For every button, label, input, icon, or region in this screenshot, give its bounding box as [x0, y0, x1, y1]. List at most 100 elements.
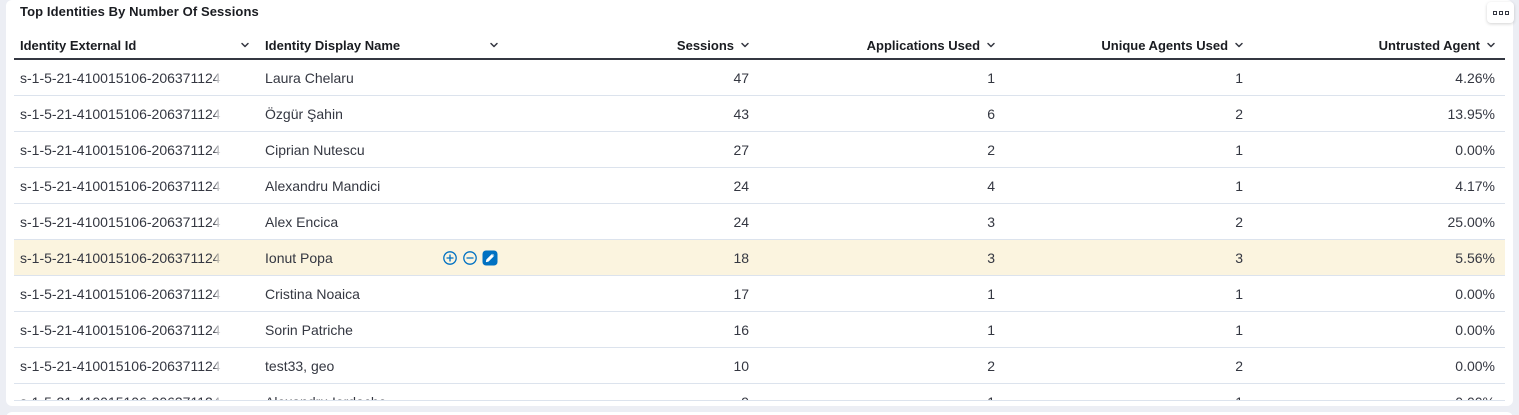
cell-applications-used: 3	[987, 213, 996, 230]
table-body: s-1-5-21-410015106-206371124 Laura Chela…	[14, 60, 1505, 401]
cell-untrusted-agent: 0.00%	[1455, 321, 1495, 338]
cell-identity-display-name: Alexandru Iordache	[259, 384, 508, 401]
cell-sessions: 27	[733, 141, 750, 158]
chevron-down-icon[interactable]	[488, 39, 500, 51]
panel: Top Identities By Number Of Sessions Ide…	[6, 0, 1513, 406]
cell-identity-display-name: test33, geo	[265, 357, 335, 374]
cell-untrusted-agent: 0.00%	[1455, 141, 1495, 158]
chevron-down-icon[interactable]	[739, 39, 751, 51]
cell-sessions: 47	[733, 69, 750, 86]
cell-untrusted-agent: 0.00%	[1455, 285, 1495, 302]
column-header-identity-display-name[interactable]: Identity Display Name	[259, 32, 508, 58]
cell-identity-display-name: Ciprian Nutescu	[265, 141, 365, 158]
cell-identity-display-name: Sorin Patriche	[265, 321, 353, 338]
cell-identity-external-id: s-1-5-21-410015106-206371124	[20, 105, 221, 122]
boxes-horizontal-icon	[1504, 10, 1509, 15]
chevron-down-icon[interactable]	[985, 39, 997, 51]
cell-sessions: 24	[733, 177, 750, 194]
cell-identity-display-name: Özgür Şahin	[265, 105, 343, 122]
cell-sessions: 9	[508, 384, 759, 401]
table-row: s-1-5-21-410015106-206371124 Özgür Şahin…	[14, 96, 1505, 132]
table-row: s-1-5-21-410015106-206371124 Ionut Popa …	[14, 240, 1505, 276]
cell-unique-agents-used: 2	[1235, 213, 1244, 230]
cell-sessions: 43	[733, 105, 750, 122]
chevron-down-icon[interactable]	[1233, 39, 1245, 51]
cell-applications-used: 1	[987, 69, 996, 86]
table-row: s-1-5-21-410015106-206371124 Alex Encica…	[14, 204, 1505, 240]
cell-identity-external-id: s-1-5-21-410015106-206371124	[20, 213, 221, 230]
filter-out-icon[interactable]	[462, 250, 478, 266]
cell-sessions: 18	[733, 249, 750, 266]
cell-unique-agents-used: 2	[1235, 357, 1244, 374]
cell-applications-used: 1	[987, 321, 996, 338]
cell-unique-agents-used: 1	[1235, 141, 1244, 158]
cell-identity-external-id: s-1-5-21-410015106-206371124	[20, 177, 221, 194]
cell-applications-used: 1	[759, 384, 1005, 401]
table-row: s-1-5-21-410015106-206371124 Ciprian Nut…	[14, 132, 1505, 168]
column-header-untrusted-agent[interactable]: Untrusted Agent	[1253, 32, 1505, 58]
cell-applications-used: 2	[987, 357, 996, 374]
cell-identity-external-id: s-1-5-21-410015106-206371124	[20, 141, 221, 158]
cell-applications-used: 3	[987, 249, 996, 266]
cell-identity-external-id: s-1-5-21-410015106-206371124	[20, 321, 221, 338]
cell-applications-used: 2	[987, 141, 996, 158]
edit-icon[interactable]	[482, 250, 498, 266]
table-header-row: Identity External Id Identity Display Na…	[14, 32, 1505, 60]
column-header-label: Untrusted Agent	[1378, 37, 1480, 53]
cell-sessions: 10	[733, 357, 750, 374]
panel-options-button[interactable]	[1487, 2, 1514, 23]
table-row: s-1-5-21-410015106-206371124 Alexandru M…	[14, 168, 1505, 204]
table-row: s-1-5-21-410015106-206371124 test33, geo…	[14, 348, 1505, 384]
cell-sessions: 17	[733, 285, 750, 302]
cell-identity-external-id: s-1-5-21-410015106-206371124	[20, 249, 221, 266]
column-header-label: Identity External Id	[20, 37, 137, 53]
column-header-label: Identity Display Name	[265, 37, 401, 53]
cell-identity-display-name: Alexandru Mandici	[265, 177, 381, 194]
cell-unique-agents-used: 1	[1235, 177, 1244, 194]
cell-unique-agents-used: 3	[1235, 249, 1244, 266]
cell-unique-agents-used: 1	[1235, 321, 1244, 338]
table-row: s-1-5-21-410015106-206371124 Cristina No…	[14, 276, 1505, 312]
column-header-unique-agents-used[interactable]: Unique Agents Used	[1005, 32, 1253, 58]
chevron-down-icon[interactable]	[1485, 39, 1497, 51]
column-header-identity-external-id[interactable]: Identity External Id	[14, 32, 259, 58]
cell-identity-display-name: Ionut Popa	[259, 240, 508, 275]
cell-sessions: 24	[733, 213, 750, 230]
cell-untrusted-agent: 0.00%	[1455, 357, 1495, 374]
cell-identity-display-name: Cristina Noaica	[265, 285, 360, 302]
cell-untrusted-agent: 0.00%	[1253, 384, 1505, 401]
boxes-horizontal-icon	[1498, 10, 1503, 15]
cell-applications-used: 6	[987, 105, 996, 122]
cell-untrusted-agent: 5.56%	[1455, 249, 1495, 266]
cell-unique-agents-used: 1	[1005, 384, 1253, 401]
table-row: s-1-5-21-410015106-206371124 Laura Chela…	[14, 60, 1505, 96]
column-header-label: Unique Agents Used	[1101, 37, 1229, 53]
data-table: Identity External Id Identity Display Na…	[14, 32, 1505, 401]
table-row: s-1-5-21-410015106-206371124 Alexandru I…	[14, 384, 1505, 401]
cell-identity-external-id: s-1-5-21-410015106-206371124	[20, 357, 221, 374]
filter-for-icon[interactable]	[442, 250, 458, 266]
cell-untrusted-agent: 4.26%	[1455, 69, 1495, 86]
cell-applications-used: 1	[987, 285, 996, 302]
panel-title: Top Identities By Number Of Sessions	[20, 4, 259, 19]
cell-unique-agents-used: 2	[1235, 105, 1244, 122]
cell-unique-agents-used: 1	[1235, 69, 1244, 86]
cell-identity-external-id: s-1-5-21-410015106-206371124	[14, 384, 259, 401]
cell-applications-used: 4	[987, 177, 996, 194]
cell-sessions: 16	[733, 321, 750, 338]
cell-identity-display-name: Laura Chelaru	[265, 69, 354, 86]
cell-untrusted-agent: 4.17%	[1455, 177, 1495, 194]
column-header-label: Applications Used	[866, 37, 981, 53]
column-header-applications-used[interactable]: Applications Used	[759, 32, 1005, 58]
column-header-label: Sessions	[676, 37, 735, 53]
cell-identity-display-name: Alex Encica	[265, 213, 339, 230]
cell-identity-external-id: s-1-5-21-410015106-206371124	[20, 69, 221, 86]
next-panel-top-edge	[6, 412, 1513, 415]
cell-hover-actions	[434, 250, 498, 266]
chevron-down-icon[interactable]	[239, 39, 251, 51]
cell-unique-agents-used: 1	[1235, 285, 1244, 302]
column-header-sessions[interactable]: Sessions	[508, 32, 759, 58]
boxes-horizontal-icon	[1492, 10, 1497, 15]
cell-untrusted-agent: 25.00%	[1447, 213, 1495, 230]
